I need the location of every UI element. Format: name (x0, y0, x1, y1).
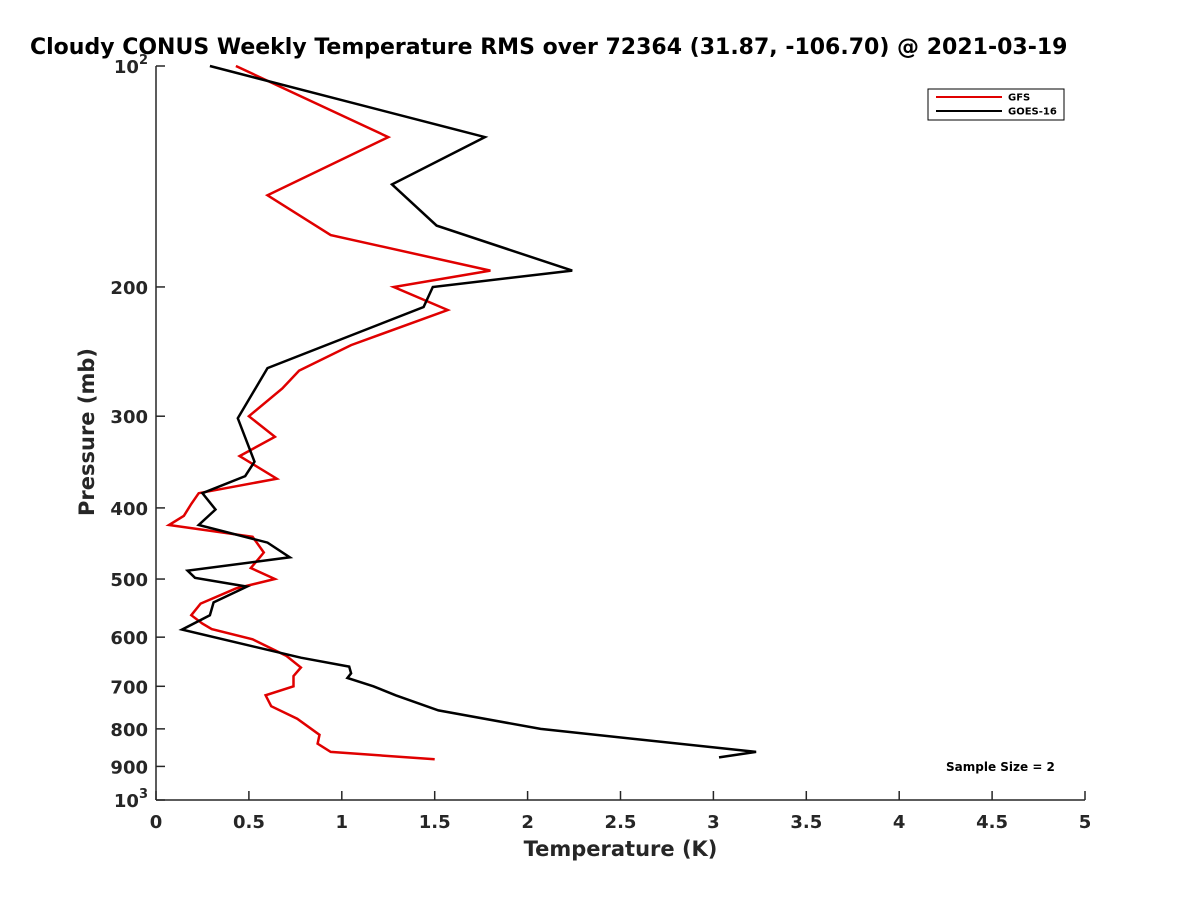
x-tick-label: 0 (150, 812, 163, 833)
y-tick-label: 600 (110, 628, 148, 649)
y-tick-label: 900 (110, 757, 148, 778)
y-tick-label: 200 (110, 278, 148, 299)
chart-title: Cloudy CONUS Weekly Temperature RMS over… (30, 35, 1067, 60)
y-tick-label: 103 (114, 787, 148, 812)
x-tick-label: 4.5 (976, 812, 1008, 833)
y-tick-label-exponent: 3 (139, 787, 148, 802)
y-tick-label: 500 (110, 570, 148, 591)
series-line-gfs (165, 64, 491, 761)
x-tick-label: 3.5 (790, 812, 822, 833)
series-layer (165, 64, 757, 761)
y-axis-label: Pressure (mb) (75, 348, 99, 516)
x-tick-label: 4 (893, 812, 906, 833)
y-tick-label-exponent: 2 (139, 53, 148, 68)
plot-area: 0 0.5 1 1.5 2 2.5 3 3.5 4 4.5 5 102200300400500600… (110, 53, 1091, 833)
y-tick-label: 400 (110, 499, 148, 520)
legend-label-goes16: GOES-16 (1008, 107, 1057, 118)
legend-label-gfs: GFS (1008, 93, 1030, 104)
y-tick-label: 700 (110, 677, 148, 698)
plot-background (156, 66, 1085, 800)
y-tick-label-base: 10 (114, 57, 139, 78)
series-line-goes16 (178, 64, 757, 759)
x-tick-label: 2.5 (605, 812, 637, 833)
x-tick-label: 1.5 (419, 812, 451, 833)
x-tick-label: 0.5 (233, 812, 265, 833)
x-tick-label: 1 (336, 812, 349, 833)
legend-box (927, 88, 1065, 121)
sample-size-annotation: Sample Size = 2 (946, 760, 1055, 774)
x-tick-label: 5 (1079, 812, 1092, 833)
y-tick-label: 300 (110, 407, 148, 428)
x-axis-ticks: 0 0.5 1 1.5 2 2.5 3 3.5 4 4.5 5 (150, 791, 1092, 833)
legend: GFS GOES-16 (927, 88, 1065, 121)
y-tick-label-base: 10 (114, 791, 139, 812)
x-tick-label: 2 (521, 812, 534, 833)
y-tick-label: 800 (110, 720, 148, 741)
x-tick-label: 3 (707, 812, 720, 833)
x-axis-label: Temperature (K) (524, 837, 718, 861)
y-tick-label: 102 (114, 53, 148, 78)
